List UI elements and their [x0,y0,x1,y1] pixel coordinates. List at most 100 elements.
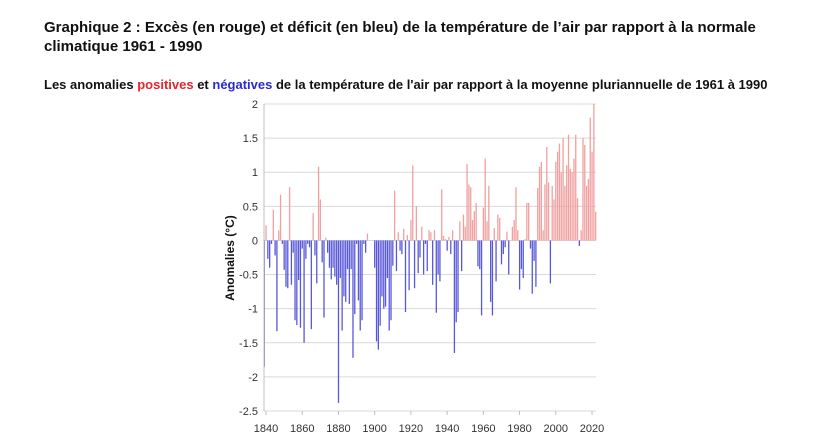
bar [321,240,323,263]
bar [355,240,358,244]
bar [350,240,352,270]
bar [363,240,365,244]
bar [506,231,508,241]
x-tick-label: 2020 [580,423,604,432]
bar [332,240,334,268]
bar [564,185,566,241]
bar [365,240,367,253]
bar [392,240,394,266]
bar [343,240,345,297]
bar [276,240,278,332]
bar [337,240,340,403]
bar [540,161,542,241]
y-axis-label: Anomalies (°C) [223,215,237,300]
y-tick-label: 2 [252,99,258,111]
bar [325,237,327,241]
bar [375,240,378,342]
bar [499,217,501,241]
bar [547,182,550,241]
bar [334,240,336,277]
y-tick-label: 1.5 [243,133,258,145]
bar [301,240,303,249]
bar [515,187,517,241]
bar [366,233,369,241]
bar [578,240,581,246]
bar [303,240,305,343]
y-tick-label: -0.5 [239,270,258,282]
bar [562,138,564,241]
bar [593,104,595,241]
bar [537,187,539,241]
bar [442,235,445,241]
y-tick-label: 0.5 [243,201,258,213]
bar [480,240,483,316]
bar [272,209,274,241]
bar [294,240,296,321]
bar [448,237,450,241]
subtitle-part3: de la température de l'air par rapport à… [272,77,768,92]
bar [441,189,443,241]
bar [415,206,418,241]
bar [336,240,338,285]
bar [591,151,593,241]
bar [595,211,597,241]
bar [401,240,403,255]
bar [299,240,302,328]
bar [377,240,379,350]
bar [546,146,548,241]
x-tick-label: 2000 [544,423,568,432]
bar [422,240,425,275]
bar [495,240,497,282]
bar [573,158,575,241]
x-tick-label: 1900 [362,423,386,432]
bar [413,240,416,289]
bar [529,240,532,249]
bar [526,202,528,241]
bar [288,187,291,241]
x-tick-label: 1980 [507,423,531,432]
bar [287,240,289,289]
bar [308,240,311,248]
x-tick-label: 1940 [435,423,459,432]
y-tick-label: 0 [252,235,258,247]
bar [576,198,579,241]
bar [528,202,530,241]
bar [270,240,273,244]
bar [384,240,387,307]
bar [374,240,376,268]
bar [457,240,459,313]
bar [477,240,479,267]
bar [274,240,276,256]
bar [535,240,537,287]
bar [491,240,494,316]
bar [533,240,535,261]
bar [305,240,307,259]
bar [461,240,463,272]
y-tick-label: 1 [252,167,258,179]
bar [314,240,316,256]
bar [410,219,412,241]
bar [307,240,309,244]
bar [555,161,557,241]
subtitle-positive: positives [137,77,194,92]
bar [417,240,419,274]
bar [328,240,331,268]
bar [393,190,396,241]
bar [412,165,414,241]
bar [471,219,474,241]
bar [566,165,568,241]
bar [269,240,271,268]
bar [408,240,410,291]
bar [323,240,325,318]
bar [399,240,401,251]
bar [319,199,322,241]
bar [500,240,503,265]
bar [348,240,351,304]
bar [511,226,514,241]
bar [383,240,385,309]
bar [339,240,341,278]
page-title: Graphique 2 : Excès (en rouge) et défici… [44,19,756,55]
bar [426,240,428,272]
x-tick-label: 1880 [326,423,350,432]
bar [379,240,381,326]
